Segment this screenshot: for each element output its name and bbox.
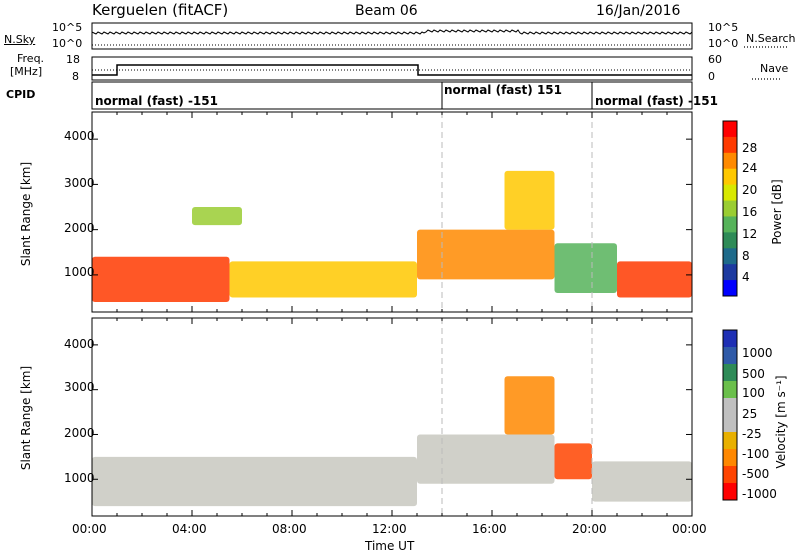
power-region-4 [192, 207, 242, 226]
power-cbar-tick-16: 16 [742, 205, 758, 219]
xtick-2400: 00:00 [672, 522, 707, 536]
velocity-ytick-3000: 3000 [64, 380, 95, 394]
power-cbar-tick-24: 24 [742, 161, 758, 175]
power-colorbar-swatch-8 [723, 248, 737, 265]
station-title: Kerguelen (fitACF) [92, 1, 229, 19]
xtick-0000: 00:00 [72, 522, 107, 536]
xtick-0800: 08:00 [272, 522, 307, 536]
velocity-ylabel: Slant Range [km] [19, 365, 33, 471]
nsky-trace [91, 29, 693, 47]
cpid-segment-3: normal (fast) -151 [595, 94, 718, 108]
velocity-colorbar-swatch-0 [723, 330, 737, 348]
nsearch-tick-high: 10^5 [708, 21, 739, 34]
freq-tick-high: 18 [66, 53, 80, 66]
power-colorbar-swatch-0 [723, 121, 737, 138]
power-colorbar-swatch-10 [723, 280, 737, 297]
velocity-cbar-tick-neg25: -25 [742, 427, 762, 441]
power-colorbar-swatch-5 [723, 200, 737, 217]
cpid-panel-frame [91, 81, 693, 110]
velocity-cbar-tick-25: 25 [742, 407, 758, 421]
velocity-region-3 [554, 443, 592, 480]
date-title: 16/Jan/2016 [596, 3, 681, 19]
nave-tick-high: 60 [708, 53, 722, 66]
power-region-2 [417, 229, 555, 280]
velocity-region-4 [592, 461, 692, 502]
freq-tick-low: 8 [72, 70, 79, 83]
power-colorbar-frame [722, 120, 738, 297]
freq-label-line1: Freq. [17, 52, 45, 65]
power-colorbar-swatch-9 [723, 264, 737, 281]
nsearch-tick-low: 10^0 [708, 37, 739, 50]
freq-trace [92, 64, 692, 76]
cpid-label: CPID [6, 88, 36, 101]
velocity-colorbar-swatch-6 [723, 432, 737, 450]
nsky-label: N.Sky [4, 33, 36, 46]
velocity-colorbar-swatch-9 [723, 483, 737, 501]
power-region-0 [92, 256, 230, 303]
power-colorbar-swatch-7 [723, 232, 737, 249]
power-cbar-tick-8: 8 [742, 249, 750, 263]
velocity-colorbar-swatch-2 [723, 364, 737, 382]
velocity-cbar-tick-1000: 1000 [742, 346, 773, 360]
power-region-1 [229, 261, 417, 298]
power-cbar-tick-4: 4 [742, 270, 750, 284]
power-colorbar-swatch-4 [723, 184, 737, 202]
power-colorbar-swatch-1 [723, 136, 737, 154]
velocity-cbar-tick-500: 500 [742, 367, 765, 381]
power-region-3 [504, 170, 555, 230]
velocity-cbar-tick-neg100: -100 [742, 447, 770, 461]
power-ytick-1000: 1000 [64, 265, 95, 279]
velocity-colorbar-swatch-1 [723, 347, 737, 365]
beam-title: Beam 06 [355, 3, 418, 19]
nsearch-label: N.Search [746, 32, 796, 45]
cpid-segment-1: normal (fast) -151 [95, 94, 218, 108]
power-ytick-4000: 4000 [64, 129, 95, 143]
xtick-1600: 16:00 [472, 522, 507, 536]
velocity-ytick-4000: 4000 [64, 337, 95, 351]
freq-panel-frame [91, 56, 693, 81]
velocity-region-1 [417, 434, 555, 484]
velocity-colorbar-frame [722, 329, 738, 501]
xtick-0400: 04:00 [172, 522, 207, 536]
power-ytick-2000: 2000 [64, 221, 95, 235]
velocity-ytick-1000: 1000 [64, 471, 95, 485]
velocity-colorbar-swatch-5 [723, 415, 737, 433]
nsky-tick-high: 10^5 [52, 21, 83, 34]
velocity-colorbar-swatch-3 [723, 381, 737, 399]
velocity-region-2 [504, 376, 555, 435]
xlabel: Time UT [365, 539, 415, 553]
power-cbar-tick-20: 20 [742, 183, 758, 197]
velocity-colorbar-swatch-8 [723, 466, 737, 484]
velocity-region-0 [92, 456, 417, 507]
power-colorbar-swatch-3 [723, 168, 737, 186]
velocity-cbar-tick-100: 100 [742, 386, 765, 400]
velocity-colorbar-swatch-4 [723, 398, 737, 416]
velocity-ytick-2000: 2000 [64, 426, 95, 440]
power-cbar-title: Power [dB] [770, 179, 784, 245]
xtick-2000: 20:00 [572, 522, 607, 536]
nsky-tick-low: 10^0 [52, 37, 83, 50]
xtick-1200: 12:00 [372, 522, 407, 536]
velocity-cbar-tick-neg1000: -1000 [742, 487, 777, 501]
nave-tick-low: 0 [708, 70, 715, 83]
power-ylabel: Slant Range [km] [19, 161, 33, 267]
power-region-6 [617, 261, 692, 298]
power-cbar-tick-12: 12 [742, 227, 758, 241]
power-colorbar-swatch-6 [723, 216, 737, 233]
freq-label-line2: [MHz] [10, 65, 43, 78]
cpid-segment-2: normal (fast) 151 [444, 83, 562, 97]
power-ytick-3000: 3000 [64, 176, 95, 190]
power-cbar-tick-28: 28 [742, 141, 758, 155]
power-region-5 [554, 243, 617, 293]
velocity-colorbar-swatch-7 [723, 449, 737, 467]
nave-label: Nave [760, 62, 789, 75]
velocity-cbar-tick-neg500: -500 [742, 467, 770, 481]
power-colorbar-swatch-2 [723, 152, 737, 170]
velocity-cbar-title: Velocity [m s⁻¹] [774, 375, 788, 469]
